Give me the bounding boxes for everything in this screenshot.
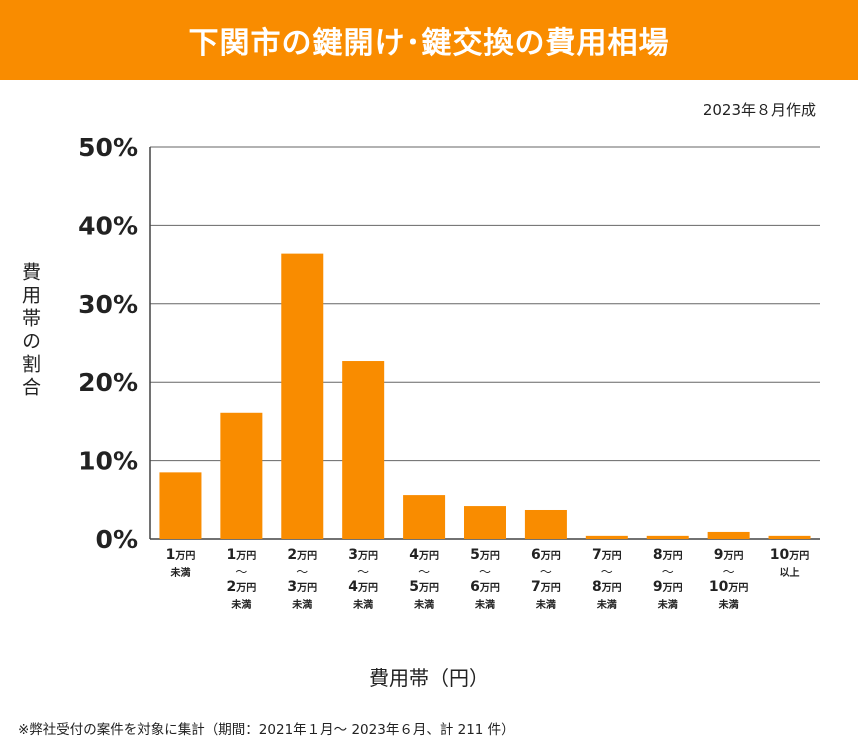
x-tick-label: 5万円 [470, 547, 500, 563]
y-tick-label: 20% [78, 368, 138, 397]
y-axis-label: 費用帯の割合 [19, 262, 41, 400]
bar [403, 495, 446, 539]
x-tick-label: 4万円 [348, 579, 378, 595]
bar [768, 535, 811, 539]
x-tick-label: 未満 [352, 598, 373, 611]
chart-title: 下関市の鍵開け･鍵交換の費用相場 [188, 26, 670, 61]
x-tick-label: 未満 [596, 598, 617, 611]
y-tick-label: 10% [78, 447, 138, 476]
x-tick-label: 7万円 [592, 547, 622, 563]
bar [524, 509, 567, 539]
x-tick-label: 未満 [657, 598, 678, 611]
x-tick-label: 未満 [413, 598, 434, 611]
bar [220, 412, 263, 539]
x-tick-label: 9万円 [714, 547, 744, 563]
x-tick-label: 未満 [718, 598, 739, 611]
x-tick-label: 2万円 [287, 547, 317, 563]
x-tick-label: 6万円 [470, 579, 500, 595]
y-tick-label: 40% [78, 211, 138, 240]
x-tick-label: 〜 [357, 565, 369, 579]
x-axis-label: 費用帯（円） [369, 666, 489, 690]
x-tick-label: 10万円 [770, 547, 809, 563]
x-tick-label: 5万円 [409, 579, 439, 595]
x-tick-label: 未満 [291, 598, 312, 611]
bar [342, 361, 385, 539]
x-tick-label: 1万円 [226, 547, 256, 563]
bar [585, 535, 628, 539]
x-tick-label: 1万円 [166, 547, 196, 563]
x-tick-label: 未満 [230, 598, 251, 611]
x-tick-label: 3万円 [287, 579, 317, 595]
x-tick-label: 〜 [601, 565, 613, 579]
bar [159, 472, 202, 539]
x-tick-label: 6万円 [531, 547, 561, 563]
bar [646, 535, 689, 539]
x-tick-label: 〜 [235, 565, 247, 579]
chart-title-banner: 下関市の鍵開け･鍵交換の費用相場 [0, 0, 858, 80]
x-tick-label: 8万円 [653, 547, 683, 563]
x-tick-label: 〜 [296, 565, 308, 579]
x-tick-label: 未満 [535, 598, 556, 611]
x-tick-label: 未満 [169, 566, 190, 579]
x-tick-label: 〜 [662, 565, 674, 579]
x-tick-label: 9万円 [653, 579, 683, 595]
x-tick-label: 2万円 [226, 579, 256, 595]
x-tick-label: 4万円 [409, 547, 439, 563]
created-date-note: 2023年８月作成 [702, 101, 816, 119]
x-tick-label: 〜 [418, 565, 430, 579]
x-tick-label: 8万円 [592, 579, 622, 595]
footnote: ※弊社受付の案件を対象に集計（期間：2021年１月～ 2023年６月、計 211… [18, 722, 515, 738]
bar [707, 531, 750, 539]
y-tick-label: 0% [96, 525, 138, 554]
x-tick-label: 以上 [780, 566, 800, 579]
x-tick-label: 3万円 [348, 547, 378, 563]
x-tick-label: 〜 [540, 565, 552, 579]
bar [281, 253, 324, 539]
bar [464, 506, 506, 539]
x-tick-label: 7万円 [531, 579, 561, 595]
x-tick-label: 〜 [723, 565, 735, 579]
y-tick-label: 50% [78, 133, 138, 162]
x-tick-label: 未満 [474, 598, 495, 611]
x-tick-label: 〜 [479, 565, 491, 579]
y-tick-label: 30% [78, 290, 138, 319]
x-tick-label: 10万円 [709, 579, 748, 595]
